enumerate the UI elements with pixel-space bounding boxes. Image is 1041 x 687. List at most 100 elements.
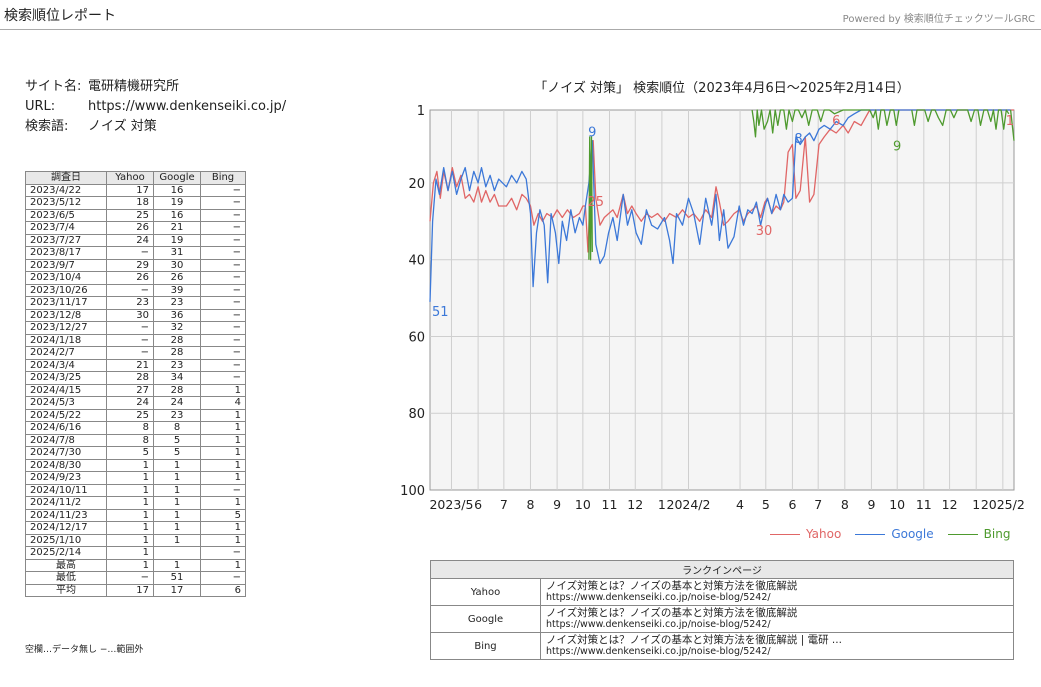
table-cell: 2024/8/30 — [25, 458, 107, 472]
table-cell: 24 — [153, 396, 201, 410]
x-tick-label: 8 — [841, 497, 849, 512]
table-cell: 1 — [153, 508, 201, 522]
table-cell: 2024/1/18 — [25, 333, 107, 347]
table-row: 2024/5/22 25 23 1 — [25, 408, 246, 422]
table-cell: 26 — [106, 221, 154, 235]
series-line-yahoo — [429, 109, 1014, 253]
summary-cell: 1 — [106, 558, 154, 572]
summary-cell: − — [106, 571, 154, 585]
legend-bing-label: Bing — [983, 527, 1011, 541]
powered-by-text: Powered by 検索順位チェックツールGRC — [842, 14, 1035, 25]
x-tick-label: 6 — [788, 497, 796, 512]
table-cell: − — [200, 483, 246, 497]
landing-page-cell: ノイズ対策とは？ノイズの基本と対策方法を徹底解説 https://www.denk… — [540, 605, 1014, 633]
table-cell: 2024/9/23 — [25, 471, 107, 485]
table-cell: 1 — [153, 483, 201, 497]
table-cell: 2024/5/22 — [25, 408, 107, 422]
x-tick-label: 9 — [867, 497, 875, 512]
table-cell: 27 — [106, 383, 154, 397]
table-cell: 2024/2/7 — [25, 346, 107, 360]
table-cell: 1 — [200, 383, 246, 397]
summary-row: 最高 1 1 1 — [25, 558, 246, 572]
table-row: 2023/5/12 18 19− — [25, 196, 246, 210]
table-row: 2024/1/18−28− — [25, 333, 246, 347]
table-cell: 23 — [153, 408, 201, 422]
table-row: 2024/6/16 8 8 1 — [25, 421, 246, 435]
table-cell: 1 — [200, 446, 246, 460]
table-row: 2024/7/8 8 5 1 — [25, 433, 246, 447]
table-row: 2023/12/27−32− — [25, 321, 246, 335]
table-cell: 2025/1/10 — [25, 533, 107, 547]
table-cell: 5 — [153, 433, 201, 447]
table-cell: − — [200, 296, 246, 310]
legend-google-swatch — [855, 533, 886, 535]
summary-cell: 最低 — [25, 571, 107, 585]
landing-page-cell: ノイズ対策とは？ノイズの基本と対策方法を徹底解説 https://www.denk… — [540, 578, 1014, 606]
table-cell: 1 — [200, 496, 246, 510]
table-cell: − — [106, 246, 154, 260]
legend-yahoo-label: Yahoo — [806, 527, 842, 541]
landing-page-title[interactable]: ノイズ対策とは？ノイズの基本と対策方法を徹底解説 — [546, 607, 798, 619]
table-cell: 16 — [153, 183, 201, 197]
table-cell: − — [200, 271, 246, 285]
table-cell: 2024/3/25 — [25, 371, 107, 385]
table-row: 2023/4/22 17 16− — [25, 183, 246, 197]
rank-table: 調査日 Yahoo Google Bing 2023/4/22 17 16−2023… — [25, 171, 246, 597]
landing-engine: Google — [430, 605, 541, 633]
table-cell: 1 — [106, 521, 154, 535]
landing-row-google: Google ノイズ対策とは？ノイズの基本と対策方法を徹底解説 https://w… — [430, 605, 1014, 633]
table-cell: 24 — [106, 396, 154, 410]
summary-row: 最低 −51− — [25, 571, 246, 585]
table-cell: 4 — [200, 396, 246, 410]
table-cell: − — [200, 346, 246, 360]
table-cell: − — [106, 333, 154, 347]
table-cell: 18 — [106, 196, 154, 210]
table-cell: − — [200, 196, 246, 210]
table-cell: 1 — [106, 471, 154, 485]
summary-cell: 1 — [153, 558, 201, 572]
table-cell: 1 — [200, 408, 246, 422]
landing-pages-table: ランクインページ Yahoo ノイズ対策とは？ノイズの基本と対策方法を徹底解説 h… — [430, 560, 1014, 660]
data-label: 25 — [587, 195, 604, 210]
table-row: 2023/10/4 26 26− — [25, 271, 246, 285]
table-cell: 5 — [153, 446, 201, 460]
landing-page-title[interactable]: ノイズ対策とは？ノイズの基本と対策方法を徹底解説 — [546, 580, 798, 592]
table-cell: 2024/4/15 — [25, 383, 107, 397]
data-label: 9 — [893, 140, 901, 155]
table-cell: 8 — [153, 421, 201, 435]
table-row: 2024/4/15 27 28 1 — [25, 383, 246, 397]
table-cell: 2023/6/5 — [25, 208, 107, 222]
col-yahoo: Yahoo — [106, 171, 154, 185]
summary-cell: 17 — [153, 583, 201, 597]
series-line-bing — [1009, 109, 1015, 141]
landing-page-url[interactable]: https://www.denkenseiki.co.jp/noise-blog… — [546, 646, 771, 657]
table-cell: 1 — [106, 533, 154, 547]
y-tick-label: 60 — [408, 330, 425, 345]
table-cell: 28 — [106, 371, 154, 385]
col-bing: Bing — [200, 171, 246, 185]
table-cell: 31 — [153, 246, 201, 260]
table-cell: 2024/10/11 — [25, 483, 107, 497]
site-name-value: 電研精機研究所 — [88, 79, 180, 94]
x-tick-label: 7 — [500, 497, 508, 512]
landing-page-url[interactable]: https://www.denkenseiki.co.jp/noise-blog… — [546, 619, 771, 630]
data-label: 30 — [756, 224, 773, 239]
table-cell: 23 — [153, 358, 201, 372]
table-row: 2023/7/27 24 19− — [25, 233, 246, 247]
legend-bing-swatch — [947, 533, 978, 535]
table-cell: 26 — [106, 271, 154, 285]
series-line-bing — [911, 109, 1010, 130]
table-cell: 1 — [106, 546, 154, 560]
table-cell: − — [200, 358, 246, 372]
table-cell: 24 — [106, 233, 154, 247]
landing-page-title[interactable]: ノイズ対策とは？ノイズの基本と対策方法を徹底解説 | 電研 ... — [546, 634, 842, 646]
table-cell: − — [200, 208, 246, 222]
table-cell: 19 — [153, 233, 201, 247]
summary-cell: − — [200, 571, 246, 585]
table-cell: 2023/9/7 — [25, 258, 107, 272]
x-tick-label: 9 — [553, 497, 561, 512]
table-row: 2024/7/30 5 5 1 — [25, 446, 246, 460]
landing-page-url[interactable]: https://www.denkenseiki.co.jp/noise-blog… — [546, 592, 771, 603]
x-tick-label: 7 — [814, 497, 822, 512]
